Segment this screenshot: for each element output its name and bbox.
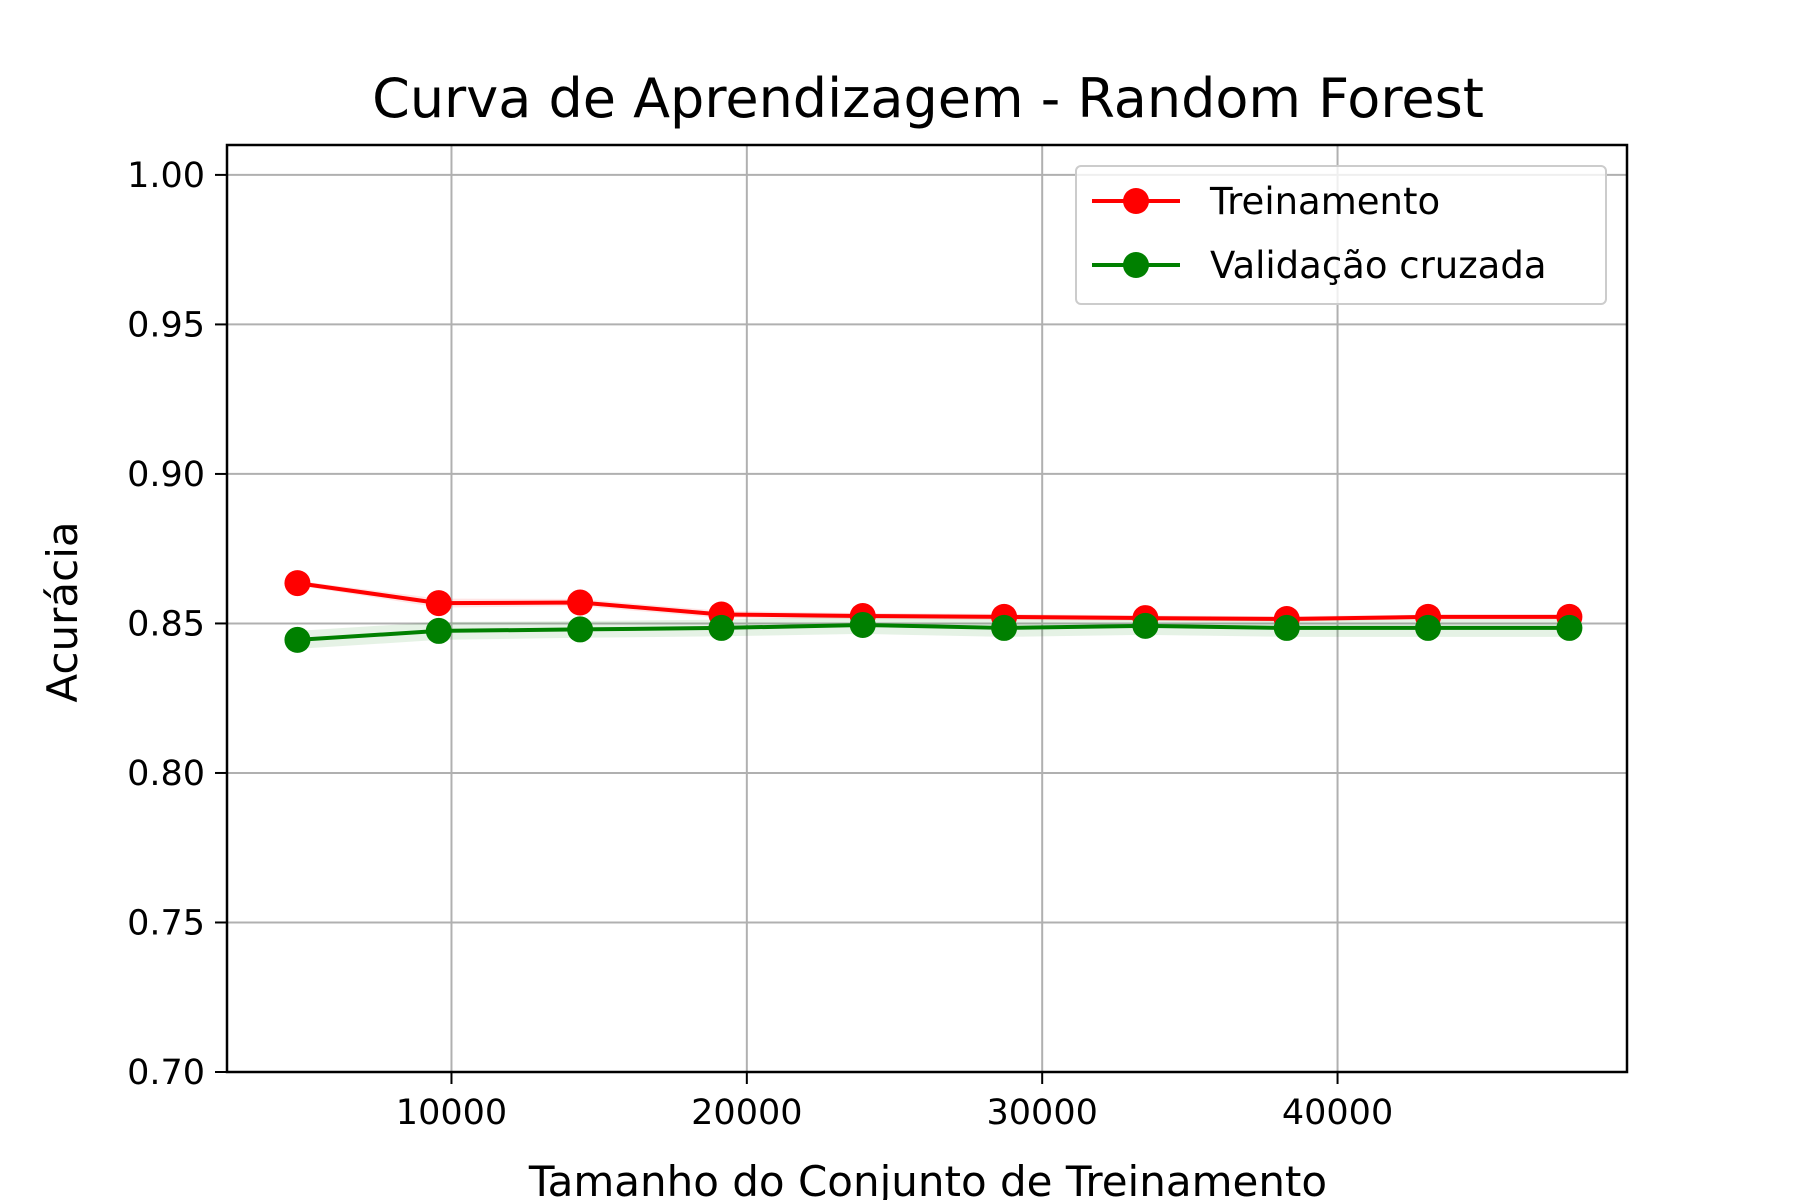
data-point (708, 614, 735, 641)
series-line (297, 581, 1570, 621)
data-point (284, 570, 311, 597)
chart-title: Curva de Aprendizagem - Random Forest (372, 67, 1484, 130)
tick-layer: 10000 20000 30000 40000 0.70 0.75 0.80 0.85 0.90… (127, 156, 1393, 1133)
data-point (1132, 612, 1159, 639)
plot-frame (225, 143, 1629, 1074)
x-tick-label: 10000 (396, 1093, 507, 1133)
data-point (1556, 614, 1583, 641)
series-layer (284, 570, 1583, 653)
legend-marker (1123, 252, 1149, 278)
data-point (849, 611, 876, 638)
y-tick-label: 0.75 (127, 903, 205, 943)
y-tick-label: 0.85 (127, 604, 205, 644)
x-tick-label: 40000 (1282, 1093, 1393, 1133)
legend-label: Validação cruzada (1210, 244, 1547, 287)
data-point (991, 614, 1018, 641)
legend: Treinamento Validação cruzada (1075, 165, 1607, 305)
y-tick-label: 0.70 (127, 1053, 205, 1093)
x-axis-label: Tamanho do Conjunto de Treinamento (528, 1157, 1327, 1200)
data-point (284, 626, 311, 653)
x-tick-label: 20000 (691, 1093, 802, 1133)
y-tick-label: 0.95 (127, 305, 205, 345)
data-point (425, 590, 452, 617)
x-tick-label: 30000 (987, 1093, 1098, 1133)
y-axis-label: Acurácia (38, 521, 87, 702)
y-tick-label: 1.00 (127, 156, 205, 196)
series-line (297, 622, 1570, 642)
confidence-band (297, 615, 1570, 649)
data-point (1273, 614, 1300, 641)
legend-box (1075, 165, 1607, 305)
data-point (425, 617, 452, 644)
legend-marker (1123, 188, 1149, 214)
data-point (1415, 614, 1442, 641)
legend-label: Treinamento (1209, 180, 1440, 223)
y-tick-label: 0.90 (127, 455, 205, 495)
y-tick-label: 0.80 (127, 754, 205, 794)
data-point (567, 589, 594, 616)
data-point (567, 616, 594, 643)
